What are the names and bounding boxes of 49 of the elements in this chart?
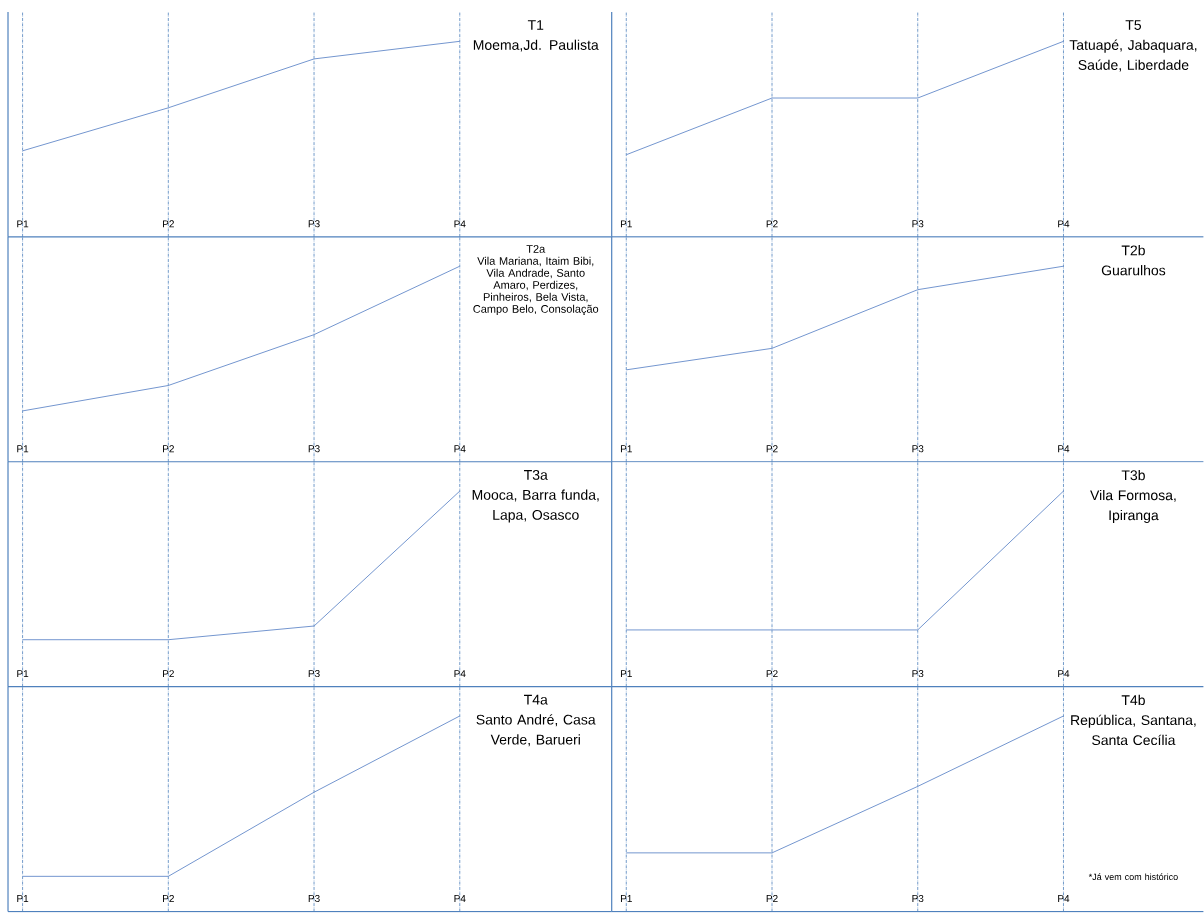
x-tick-label: P1 (620, 445, 632, 453)
x-tick-label: P4 (454, 445, 466, 453)
x-tick-label: P2 (766, 445, 778, 453)
chart-title: T3b (1121, 470, 1145, 481)
text: Santo André, Casa Verde, Barueri (476, 714, 596, 747)
x-tick-label: P4 (1058, 220, 1070, 228)
x-tick-label: P3 (912, 670, 924, 678)
x-tick-label: P1 (17, 220, 29, 228)
x-tick-label: P4 (454, 220, 466, 228)
x-tick-label: P2 (163, 445, 174, 453)
chart-title: T3a (524, 470, 548, 481)
x-tick-label: P3 (912, 895, 924, 903)
chart-subtitle: República, Santana, Santa Cecília (1071, 714, 1196, 746)
chart-subtitle: Guarulhos (1101, 265, 1166, 276)
chart-title: T1 (527, 20, 544, 31)
x-tick-label: P3 (912, 445, 924, 453)
x-tick-label: P1 (17, 445, 29, 453)
chart-title: T5 (1125, 20, 1142, 31)
x-tick-label: P3 (308, 220, 320, 228)
annotation: *Já vem com histórico (1088, 873, 1178, 881)
x-tick-label: P2 (163, 670, 174, 678)
x-tick-label: P2 (163, 895, 174, 903)
x-tick-label: P1 (620, 220, 632, 228)
x-tick-label: P4 (1058, 445, 1070, 453)
x-tick-label: P4 (1058, 670, 1070, 678)
x-tick-label: P1 (17, 895, 29, 903)
chart-title: T4a (524, 695, 548, 705)
text: Mooca, Barra funda, Lapa, Osasco (472, 489, 599, 523)
x-tick-label: P3 (912, 220, 924, 228)
x-tick-label: P1 (620, 895, 632, 903)
text: Vila Formosa, Ipiranga (1090, 490, 1176, 524)
x-tick-label: P2 (766, 895, 778, 903)
x-tick-label: P2 (766, 220, 778, 228)
x-tick-label: P1 (17, 670, 29, 678)
x-tick-label: P4 (454, 895, 466, 903)
chart-subtitle: Moema,Jd. Paulista (473, 39, 599, 52)
text: Vila Mariana, Itaim Bibi, Vila Andrade, Santo Amaro, Perdizes, Pinheiros, Bela Vista, Campo Belo, Consolação (473, 257, 599, 316)
x-tick-label: P2 (766, 670, 778, 678)
chart-title: T2b (1121, 245, 1145, 256)
x-tick-label: P3 (308, 895, 320, 903)
text: Tatuapé, Jabaquara, Saúde, Liberdade (1069, 39, 1197, 72)
x-tick-label: P4 (1058, 895, 1070, 903)
chart-title: T2a (526, 245, 546, 254)
x-tick-label: P1 (620, 670, 632, 678)
x-tick-label: P4 (454, 670, 466, 678)
chart-title: T4b (1121, 695, 1145, 706)
x-tick-label: P3 (308, 445, 320, 453)
x-tick-label: P3 (308, 670, 320, 678)
x-tick-label: P2 (163, 220, 174, 228)
